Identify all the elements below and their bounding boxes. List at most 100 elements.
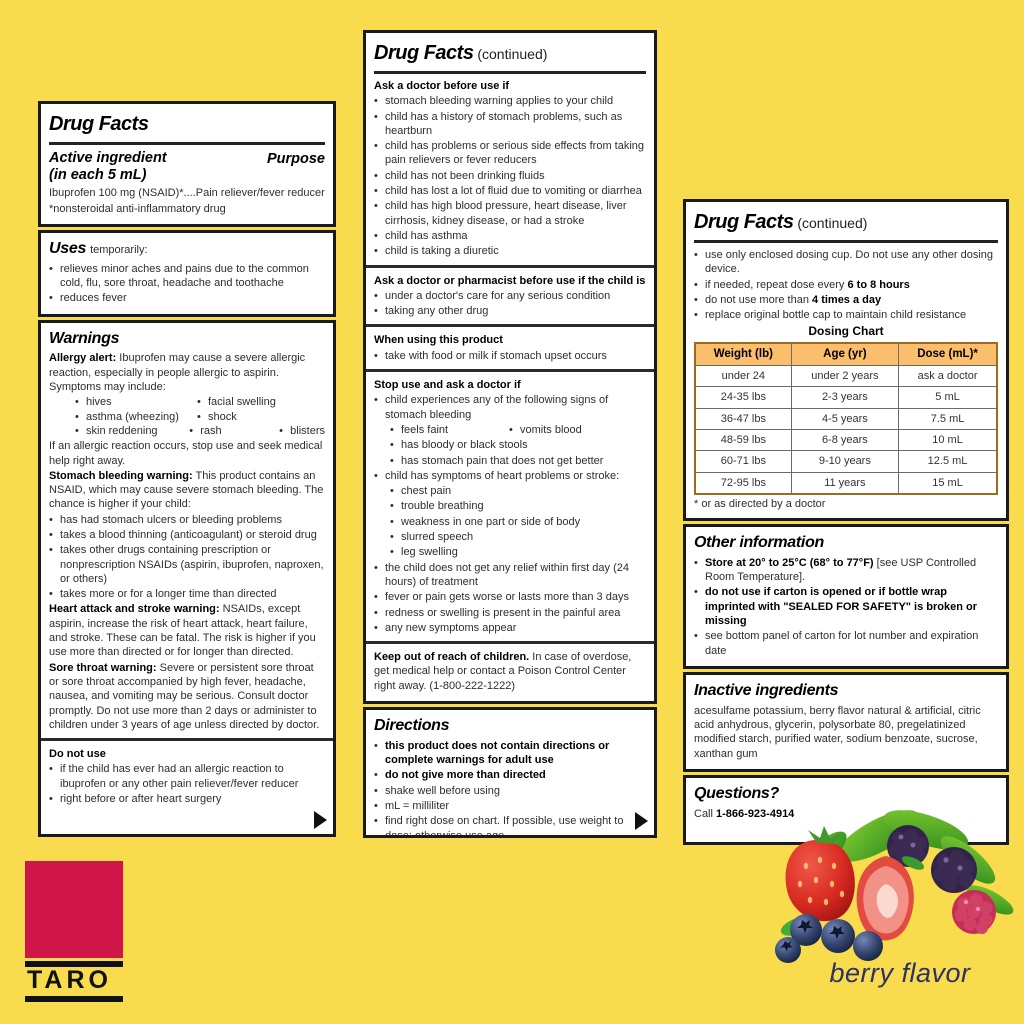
- bullet-text: takes other drugs containing prescriptio…: [60, 543, 325, 586]
- sub-bullet-list: • feels faint • vomits blood • has bloody or …: [374, 423, 646, 468]
- bullet-text: shake well before using: [385, 784, 646, 798]
- drug-facts-title: Drug Facts (continued): [374, 39, 646, 74]
- text: stomach bleeding warning applies to your…: [385, 95, 614, 108]
- bullet-dot: •: [197, 410, 201, 423]
- table-cell: 11 years: [790, 471, 900, 495]
- taro-logo-bar-top: [25, 961, 123, 967]
- bullet-dot: •: [197, 396, 201, 409]
- bullet-item: • child has a history of stomach problems…: [374, 110, 646, 139]
- bullet-dot: •: [390, 531, 394, 544]
- text: child has a history of stomach problems,…: [385, 110, 623, 137]
- bullet-item: • stomach bleeding warning applies to you…: [374, 94, 646, 108]
- text: Ibuprofen 100 mg (NSAID)*....Pain reliev…: [49, 187, 325, 200]
- bullet-dot: •: [374, 245, 378, 258]
- active-ingredient-label: Active ingredient (in each 5 mL): [49, 150, 167, 183]
- section-divider: [366, 264, 654, 268]
- table-row: 24-35 lbs 2-3 years 5 mL: [694, 386, 998, 409]
- text: reduces fever: [60, 292, 127, 305]
- bullet-item: • replace original bottle cap to maintain…: [694, 308, 998, 322]
- bullet-list: • child experiences any of the following …: [374, 393, 646, 635]
- table-cell: 7.5 mL: [898, 407, 998, 430]
- bullet-text: right before or after heart surgery: [60, 792, 325, 806]
- paragraph: acesulfame potassium, berry flavor natur…: [694, 704, 998, 761]
- bullet-item: • under a doctor's care for any serious c…: [374, 289, 646, 303]
- table-cell: under 24: [694, 365, 792, 388]
- bullet-item: • child has not been drinking fluids: [374, 169, 646, 183]
- bullet-text: child has a history of stomach problems,…: [385, 110, 646, 139]
- table-cell: 4-5 years: [790, 407, 900, 430]
- bullet-list: • relieves minor aches and pains due to t…: [49, 262, 325, 306]
- bullet-item: • child has high blood pressure, heart di…: [374, 199, 646, 228]
- text: see bottom panel of carton for lot numbe…: [705, 630, 979, 657]
- bullet-dot: •: [390, 485, 394, 498]
- bullet-item: • shake well before using: [374, 784, 646, 798]
- label-box: Warnings Allergy alert: Ibuprofen may cau…: [38, 319, 336, 837]
- text: take with food or milk if stomach upset …: [385, 349, 607, 362]
- text: child experiences any of the following s…: [385, 394, 609, 421]
- symptom-row: • skin reddening • rash • blisters: [75, 424, 325, 438]
- bullet-dot: •: [390, 423, 394, 436]
- sub-bullet-text: trouble breathing: [401, 500, 484, 513]
- sub-bullet-item: • slurred speech: [390, 530, 646, 544]
- text: taking any other drug: [385, 305, 489, 318]
- bullet-dot: •: [49, 528, 53, 541]
- bullet-item: • relieves minor aches and pains due to t…: [49, 262, 325, 291]
- symptom-cell: • shock: [197, 410, 293, 424]
- bullet-item: • use only enclosed dosing cup. Do not us…: [694, 248, 998, 277]
- bullet-dot: •: [374, 349, 378, 362]
- bullet-dot: •: [279, 424, 284, 437]
- bullet-text: child has lost a lot of fluid due to vom…: [385, 184, 646, 198]
- bullet-text: child has problems or serious side effec…: [385, 139, 646, 168]
- section-heading: Directions: [374, 716, 646, 737]
- bullet-dot: •: [374, 591, 378, 604]
- continue-arrow-icon: [314, 811, 327, 829]
- bullet-text: takes more or for a longer time than dir…: [60, 587, 325, 601]
- bold-text: 6 to 8 hours: [847, 278, 910, 291]
- berry-flavor-label: berry flavor: [829, 958, 971, 988]
- bullet-list: • has had stomach ulcers or bleeding prob…: [49, 513, 325, 602]
- paragraph: Heart attack and stroke warning: NSAIDs,…: [49, 602, 325, 659]
- section-heading-text: Inactive ingredients: [694, 681, 839, 699]
- taro-logo-red-square: [25, 861, 123, 958]
- bullet-item: • child is taking a diuretic: [374, 244, 646, 258]
- text: child has asthma: [385, 229, 468, 242]
- text: *nonsteroidal anti-inflammatory drug: [49, 202, 226, 215]
- bullet-item: • find right dose on chart. If possible, …: [374, 814, 646, 835]
- label-box: Drug Facts Active ingredient (in each 5 mL…: [38, 101, 336, 227]
- bullet-item: • take with food or milk if stomach upset…: [374, 349, 646, 363]
- bullet-text: if the child has ever had an allergic re…: [60, 762, 325, 791]
- bullet-text: relieves minor aches and pains due to th…: [60, 262, 325, 291]
- label-box: Drug Facts (continued) • use only enclosed…: [683, 199, 1009, 522]
- drug-facts-title-suffix: (continued): [793, 215, 868, 231]
- section-heading: Other information: [694, 533, 998, 554]
- text: has had stomach ulcers or bleeding probl…: [60, 513, 282, 526]
- subsection-heading: Ask a doctor before use if: [374, 80, 510, 92]
- text: child has problems or serious side effec…: [385, 140, 645, 167]
- symptom-text: shock: [208, 410, 237, 423]
- symptom-row: • hives • facial swelling: [75, 395, 325, 409]
- bullet-item: • child has lost a lot of fluid due to vo…: [374, 184, 646, 198]
- sub-bullet-text: has stomach pain that does not get bette…: [401, 454, 604, 467]
- subsection-heading: Stop use and ask a doctor if: [374, 379, 521, 392]
- text: child is taking a diuretic: [385, 245, 499, 258]
- table-cell: ask a doctor: [898, 365, 998, 388]
- table-cell: 2-3 years: [790, 386, 900, 409]
- bold-text: Allergy alert:: [49, 352, 117, 365]
- symptom-cell: • facial swelling: [197, 395, 293, 409]
- text: relieves minor aches and pains due to th…: [60, 262, 309, 290]
- bullet-item: • taking any other drug: [374, 304, 646, 318]
- bullet-item: • child experiences any of the following …: [374, 393, 646, 422]
- bold-text: do not use if carton is opened or if bot…: [705, 586, 978, 628]
- text: child has not been drinking fluids: [385, 169, 545, 182]
- taro-logo-text: TARO: [27, 966, 112, 994]
- taro-logo-bar-bottom: [25, 996, 123, 1002]
- symptom-text: hives: [86, 396, 112, 409]
- sub-bullet-item: • has bloody or black stools: [390, 438, 646, 452]
- bullet-text: has had stomach ulcers or bleeding probl…: [60, 513, 325, 527]
- bullet-dot: •: [374, 140, 378, 153]
- blueberries: [775, 914, 883, 963]
- text: replace original bottle cap to maintain …: [705, 309, 967, 322]
- bullet-item: • child has asthma: [374, 229, 646, 243]
- drug-facts-title-main: Drug Facts: [49, 113, 149, 135]
- text: child has symptoms of heart problems or …: [385, 469, 620, 482]
